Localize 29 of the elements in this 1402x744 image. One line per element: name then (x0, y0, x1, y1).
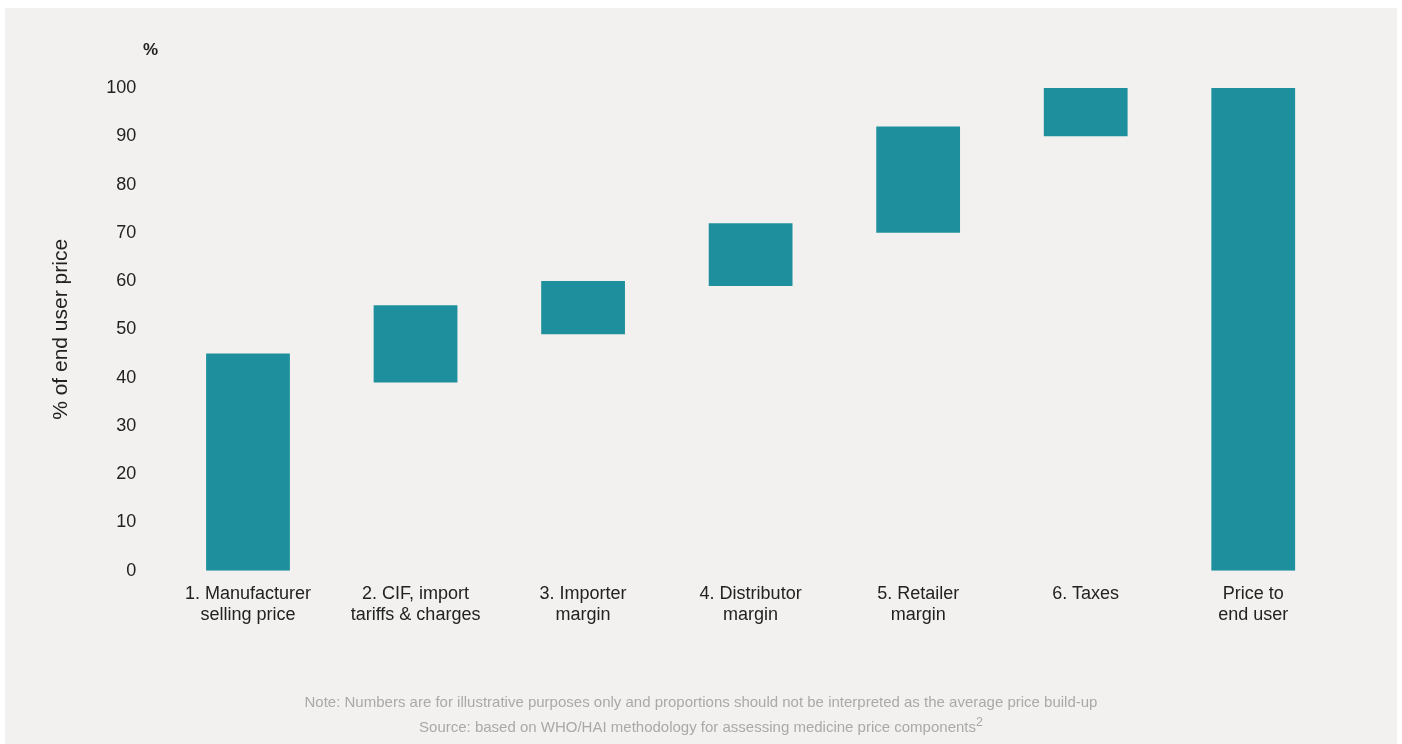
x-tick-label: 4. Distributor margin (699, 582, 802, 625)
x-tick-label: 2. CIF, import tariffs & charges (350, 582, 481, 625)
x-tick-label: 6. Taxes (1052, 582, 1120, 603)
x-tick-label: 3. Importer margin (539, 582, 627, 625)
bar (541, 281, 625, 335)
text: % (143, 39, 159, 59)
y-tick-label: 50 (116, 318, 137, 339)
y-tick-label: 100 (106, 76, 137, 97)
x-tick-label: 5. Retailer margin (877, 582, 960, 625)
bar (1211, 88, 1296, 571)
bar (708, 223, 793, 286)
y-tick-label: 40 (116, 366, 137, 387)
bar (206, 353, 290, 571)
y-tick-label: 60 (116, 270, 137, 291)
y-tick-label: 0 (126, 559, 137, 580)
x-tick-label: Price to end user (1218, 582, 1289, 625)
text: Note: Numbers are for illustrative purposes only and proportions should not be interpreted as the average price build-up (303, 692, 1099, 712)
bar (876, 126, 961, 233)
x-tick-label: 1. Manufacturer selling price (184, 582, 312, 625)
y-tick-label: 20 (116, 463, 137, 484)
source-note: Source: based on WHO/HAI methodology for assessing medicine price components$^{2}$ (418, 714, 984, 737)
y-tick-label: 80 (116, 173, 137, 194)
y-tick-label: 90 (116, 125, 137, 146)
bar (1043, 88, 1128, 137)
y-tick-label: 70 (116, 221, 137, 242)
y-tick-label: 30 (116, 414, 137, 435)
bar (373, 305, 458, 383)
y-axis-title: % of end user price (48, 238, 72, 420)
y-tick-label: 10 (116, 511, 137, 532)
